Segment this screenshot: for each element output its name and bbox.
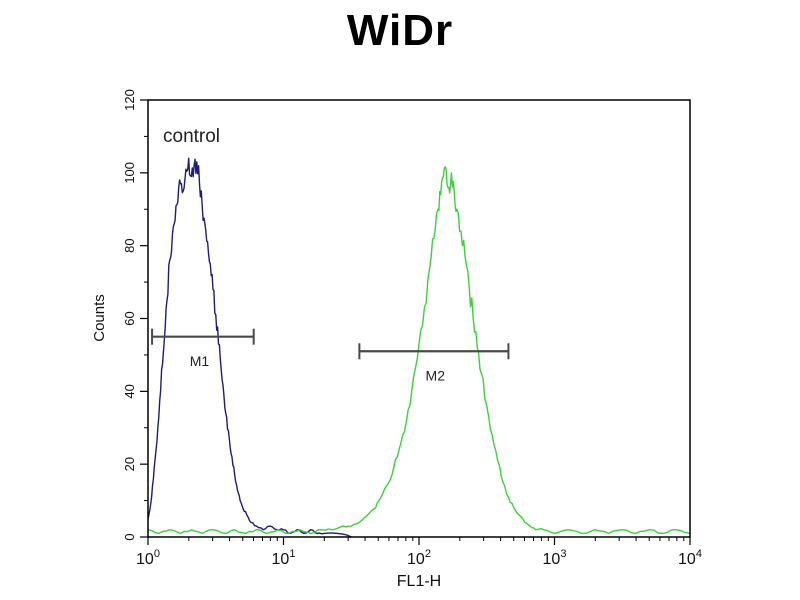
axes-layer: 0 20 40 60 80 100 120 100 101 102 103 104 bbox=[122, 89, 702, 568]
stained-curve bbox=[147, 166, 691, 535]
y-tick-label-100: 100 bbox=[122, 162, 137, 184]
y-tick-label-0: 0 bbox=[122, 533, 137, 540]
x-axis-title: FL1-H bbox=[397, 573, 441, 590]
x-tick-label-10e4: 104 bbox=[678, 548, 702, 568]
x-tick-label-10e3: 103 bbox=[543, 548, 567, 568]
y-tick-label-60: 60 bbox=[122, 311, 137, 325]
x-tick-label-10e1: 101 bbox=[272, 548, 296, 568]
x-tick-label-10e0: 100 bbox=[136, 548, 160, 568]
curves-layer bbox=[147, 157, 691, 538]
control-curve bbox=[147, 157, 352, 538]
y-axis-title: Counts bbox=[91, 294, 108, 342]
y-tick-label-80: 80 bbox=[122, 238, 137, 252]
gates-layer: M1 M2 bbox=[151, 328, 510, 383]
y-tick-label-120: 120 bbox=[122, 89, 137, 111]
x-tick-label-10e2: 102 bbox=[407, 548, 431, 568]
gate-label-M2: M2 bbox=[426, 367, 446, 383]
gate-label-M1: M1 bbox=[190, 353, 210, 369]
chart-title: WiDr bbox=[346, 6, 454, 55]
y-tick-label-40: 40 bbox=[122, 384, 137, 398]
y-tick-label-20: 20 bbox=[122, 457, 137, 471]
control-annotation: control bbox=[163, 126, 220, 147]
